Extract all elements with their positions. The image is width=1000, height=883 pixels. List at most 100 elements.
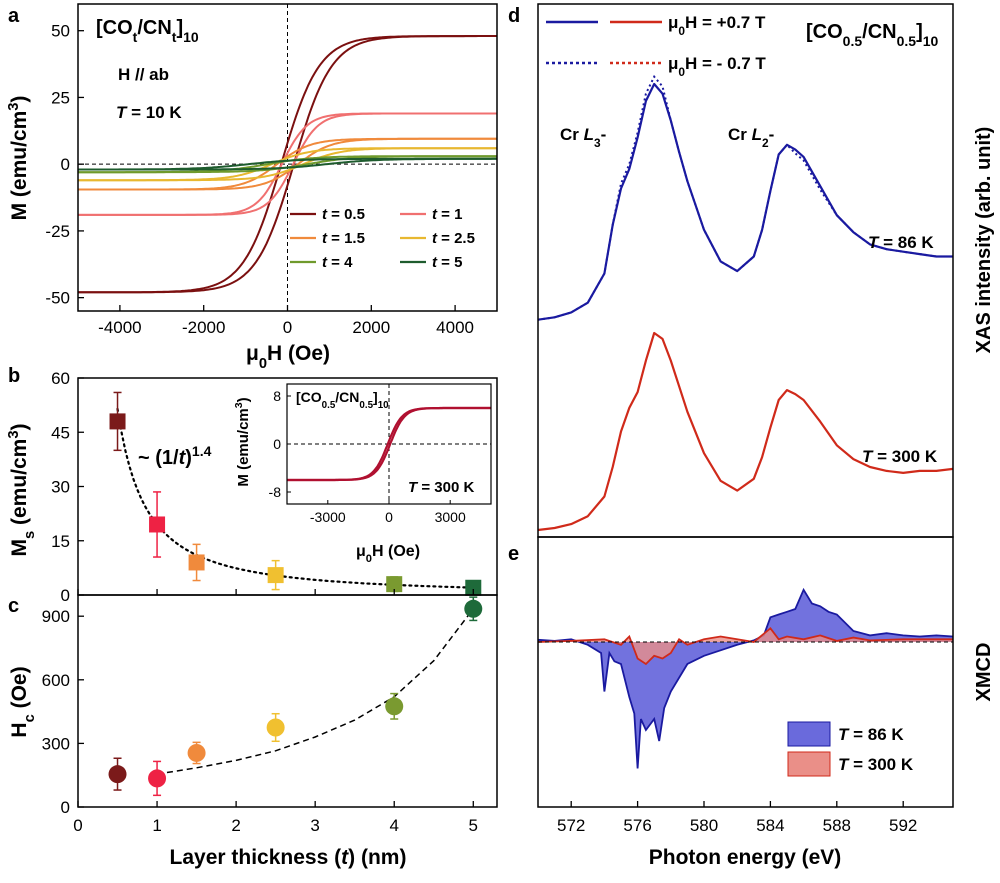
c-xtick-label: 1 xyxy=(152,816,161,835)
inset-xlabel: μ0H (Oe) xyxy=(356,543,420,565)
c-ytick-label: 300 xyxy=(42,734,70,753)
inset-plot xyxy=(287,384,491,504)
panel-a-axes: -4000 -2000 0 2000 4000 -50 -25 0 25 50 xyxy=(45,22,474,337)
panel-e-plot xyxy=(537,587,954,769)
panel-a-title: [COt/CNt]10 xyxy=(96,17,199,45)
panel-d-title: [CO0.5/CN0.5]10 xyxy=(806,21,939,49)
ms-power-law-fit xyxy=(116,407,475,589)
inset-ylabel: M (emu/cm3) xyxy=(233,397,252,486)
loop-branch-down-5 xyxy=(78,157,497,171)
a-ytick-label: -25 xyxy=(45,222,70,241)
panel-c-ylabel: Hc (Oe) xyxy=(8,666,38,737)
hc-fit-curve xyxy=(156,608,474,775)
c-xtick-label: 4 xyxy=(389,816,398,835)
panel-a-xlabel: μ0H (Oe) xyxy=(246,342,330,372)
panel-label-d: d xyxy=(508,5,520,27)
ms-square-marker xyxy=(267,567,284,584)
hc-circle-marker xyxy=(266,718,285,737)
a-ytick-label: 50 xyxy=(51,22,70,41)
b-ytick-label: 0 xyxy=(61,586,70,605)
panel-e-legend: T = 86 K T = 300 K xyxy=(787,721,914,777)
loop-branch-down-1 xyxy=(78,112,497,216)
legend-label-0.5: t = 0.5 xyxy=(322,206,365,223)
panel-label-a: a xyxy=(8,5,20,27)
inset-xtick-label: 3000 xyxy=(435,509,466,525)
temperature-label-300k: T = 300 K xyxy=(862,447,938,466)
xas-curve-300k xyxy=(537,331,954,532)
peak-label-l3: Cr L3- xyxy=(560,125,606,150)
panel-d-plot xyxy=(537,74,954,532)
panel-d-legend: μ0H = +0.7 T μ0H = - 0.7 T xyxy=(546,13,766,79)
panel-label-e: e xyxy=(508,543,519,565)
inset-xtick-label: -3000 xyxy=(310,509,346,525)
a-xtick-label: 4000 xyxy=(436,318,474,337)
panel-b: 0 15 30 45 60 Ms (emu/cm3) ~ (1/t)1.4 -3000 0… xyxy=(6,369,498,605)
ms-square-marker xyxy=(465,579,482,596)
panel-c-xlabel: Layer thickness (t) (nm) xyxy=(170,846,407,869)
panel-a-plot xyxy=(78,4,497,311)
a-xtick-label: 0 xyxy=(283,318,292,337)
panel-a-field-annotation: H // ab xyxy=(118,65,169,84)
e-xtick-label: 588 xyxy=(823,816,851,835)
ms-square-marker xyxy=(109,413,126,430)
c-xtick-label: 3 xyxy=(310,816,319,835)
hc-circle-marker xyxy=(385,697,404,716)
inset-ytick-label: -8 xyxy=(269,484,282,500)
panel-e-xlabel: Photon energy (eV) xyxy=(649,846,842,869)
legend-label-negative-field: μ0H = - 0.7 T xyxy=(668,54,766,79)
loop-branch-up-1 xyxy=(78,112,497,216)
panel-d: μ0H = +0.7 T μ0H = - 0.7 T [CO0.5/CN0.5]1… xyxy=(537,3,995,538)
e-xtick-label: 572 xyxy=(557,816,585,835)
inset-ytick-label: 0 xyxy=(273,436,281,452)
panel-a-temperature-annotation: T = 10 K xyxy=(116,103,182,122)
legend-swatch-300k xyxy=(787,751,831,777)
inset-ytick-label: 8 xyxy=(273,388,281,404)
panel-c-axes: 0 300 600 900 0 1 2 3 4 5 xyxy=(42,607,478,835)
legend-label-1.5: t = 1.5 xyxy=(322,230,365,247)
b-ytick-label: 60 xyxy=(51,369,70,388)
ms-square-marker xyxy=(188,554,205,571)
xmcd-area-86k xyxy=(538,589,953,769)
c-xtick-label: 0 xyxy=(73,816,82,835)
panel-a-ylabel: M (emu/cm3) xyxy=(6,96,31,221)
panel-c-frame xyxy=(77,594,498,808)
panel-label-c: c xyxy=(8,595,19,617)
xmcd-line-86k xyxy=(537,587,954,769)
panel-label-b: b xyxy=(8,365,20,387)
panel-b-ylabel: Ms (emu/cm3) xyxy=(6,423,38,556)
loop-branch-down-0.5 xyxy=(78,35,497,294)
xmcd-line-300k xyxy=(537,627,953,666)
ms-square-marker xyxy=(386,576,403,593)
c-xtick-label: 5 xyxy=(469,816,478,835)
panel-b-plot xyxy=(109,391,482,596)
a-xtick-label: -4000 xyxy=(98,318,141,337)
inset-loop-down xyxy=(287,406,491,482)
c-xtick-label: 2 xyxy=(231,816,240,835)
legend-label-86k: T = 86 K xyxy=(838,725,904,744)
panel-e-frame xyxy=(537,536,954,808)
legend-label-2.5: t = 2.5 xyxy=(432,230,475,247)
panel-e-axes: 572 576 580 584 588 592 xyxy=(557,801,917,835)
inset-temperature-annotation: T = 300 K xyxy=(408,479,474,496)
panel-e: 572 576 580 584 588 592 T = 86 K T = 300 K XMC… xyxy=(537,536,995,869)
panel-a: -4000 -2000 0 2000 4000 -50 -25 0 25 50 [COt/CNt]… xyxy=(6,3,498,372)
b-ytick-label: 45 xyxy=(51,423,70,442)
legend-label-4: t = 4 xyxy=(322,254,353,271)
panel-c-plot xyxy=(108,596,483,797)
loop-branch-down-1.5 xyxy=(78,137,497,191)
a-xtick-label: -2000 xyxy=(182,318,225,337)
xas-curve-86k-negative-field xyxy=(537,74,953,321)
legend-label-300k: T = 300 K xyxy=(838,755,914,774)
legend-label-positive-field: μ0H = +0.7 T xyxy=(668,13,766,38)
hc-circle-marker xyxy=(108,765,127,784)
a-ytick-label: -50 xyxy=(45,289,70,308)
c-ytick-label: 900 xyxy=(42,607,70,626)
ms-square-marker xyxy=(149,516,166,533)
temperature-label-86k: T = 86 K xyxy=(868,233,934,252)
b-ytick-label: 15 xyxy=(51,532,70,551)
c-ytick-label: 0 xyxy=(61,798,70,817)
loop-branch-down-2.5 xyxy=(78,147,497,182)
inset-title: [CO0.5/CN0.5]10 xyxy=(296,389,389,411)
peak-label-l2: Cr L2- xyxy=(728,125,774,150)
e-xtick-label: 580 xyxy=(690,816,718,835)
